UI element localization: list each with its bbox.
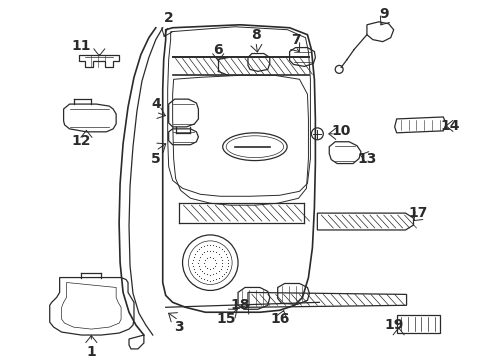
- Text: 14: 14: [441, 119, 460, 133]
- Text: 7: 7: [291, 33, 300, 47]
- Text: 13: 13: [357, 152, 377, 166]
- Text: 15: 15: [217, 312, 236, 326]
- Text: 10: 10: [331, 124, 351, 138]
- Text: 18: 18: [230, 298, 250, 312]
- Text: 17: 17: [409, 206, 428, 220]
- Text: 12: 12: [72, 134, 91, 148]
- Text: 2: 2: [164, 11, 173, 25]
- Text: 4: 4: [151, 97, 161, 111]
- Text: 9: 9: [379, 7, 389, 21]
- Text: 5: 5: [151, 152, 161, 166]
- Text: 11: 11: [72, 39, 91, 53]
- Text: 16: 16: [270, 312, 290, 326]
- Text: 1: 1: [86, 345, 96, 359]
- Text: 3: 3: [174, 320, 183, 334]
- Text: 6: 6: [214, 42, 223, 57]
- Text: 8: 8: [251, 28, 261, 42]
- Text: 19: 19: [384, 318, 403, 332]
